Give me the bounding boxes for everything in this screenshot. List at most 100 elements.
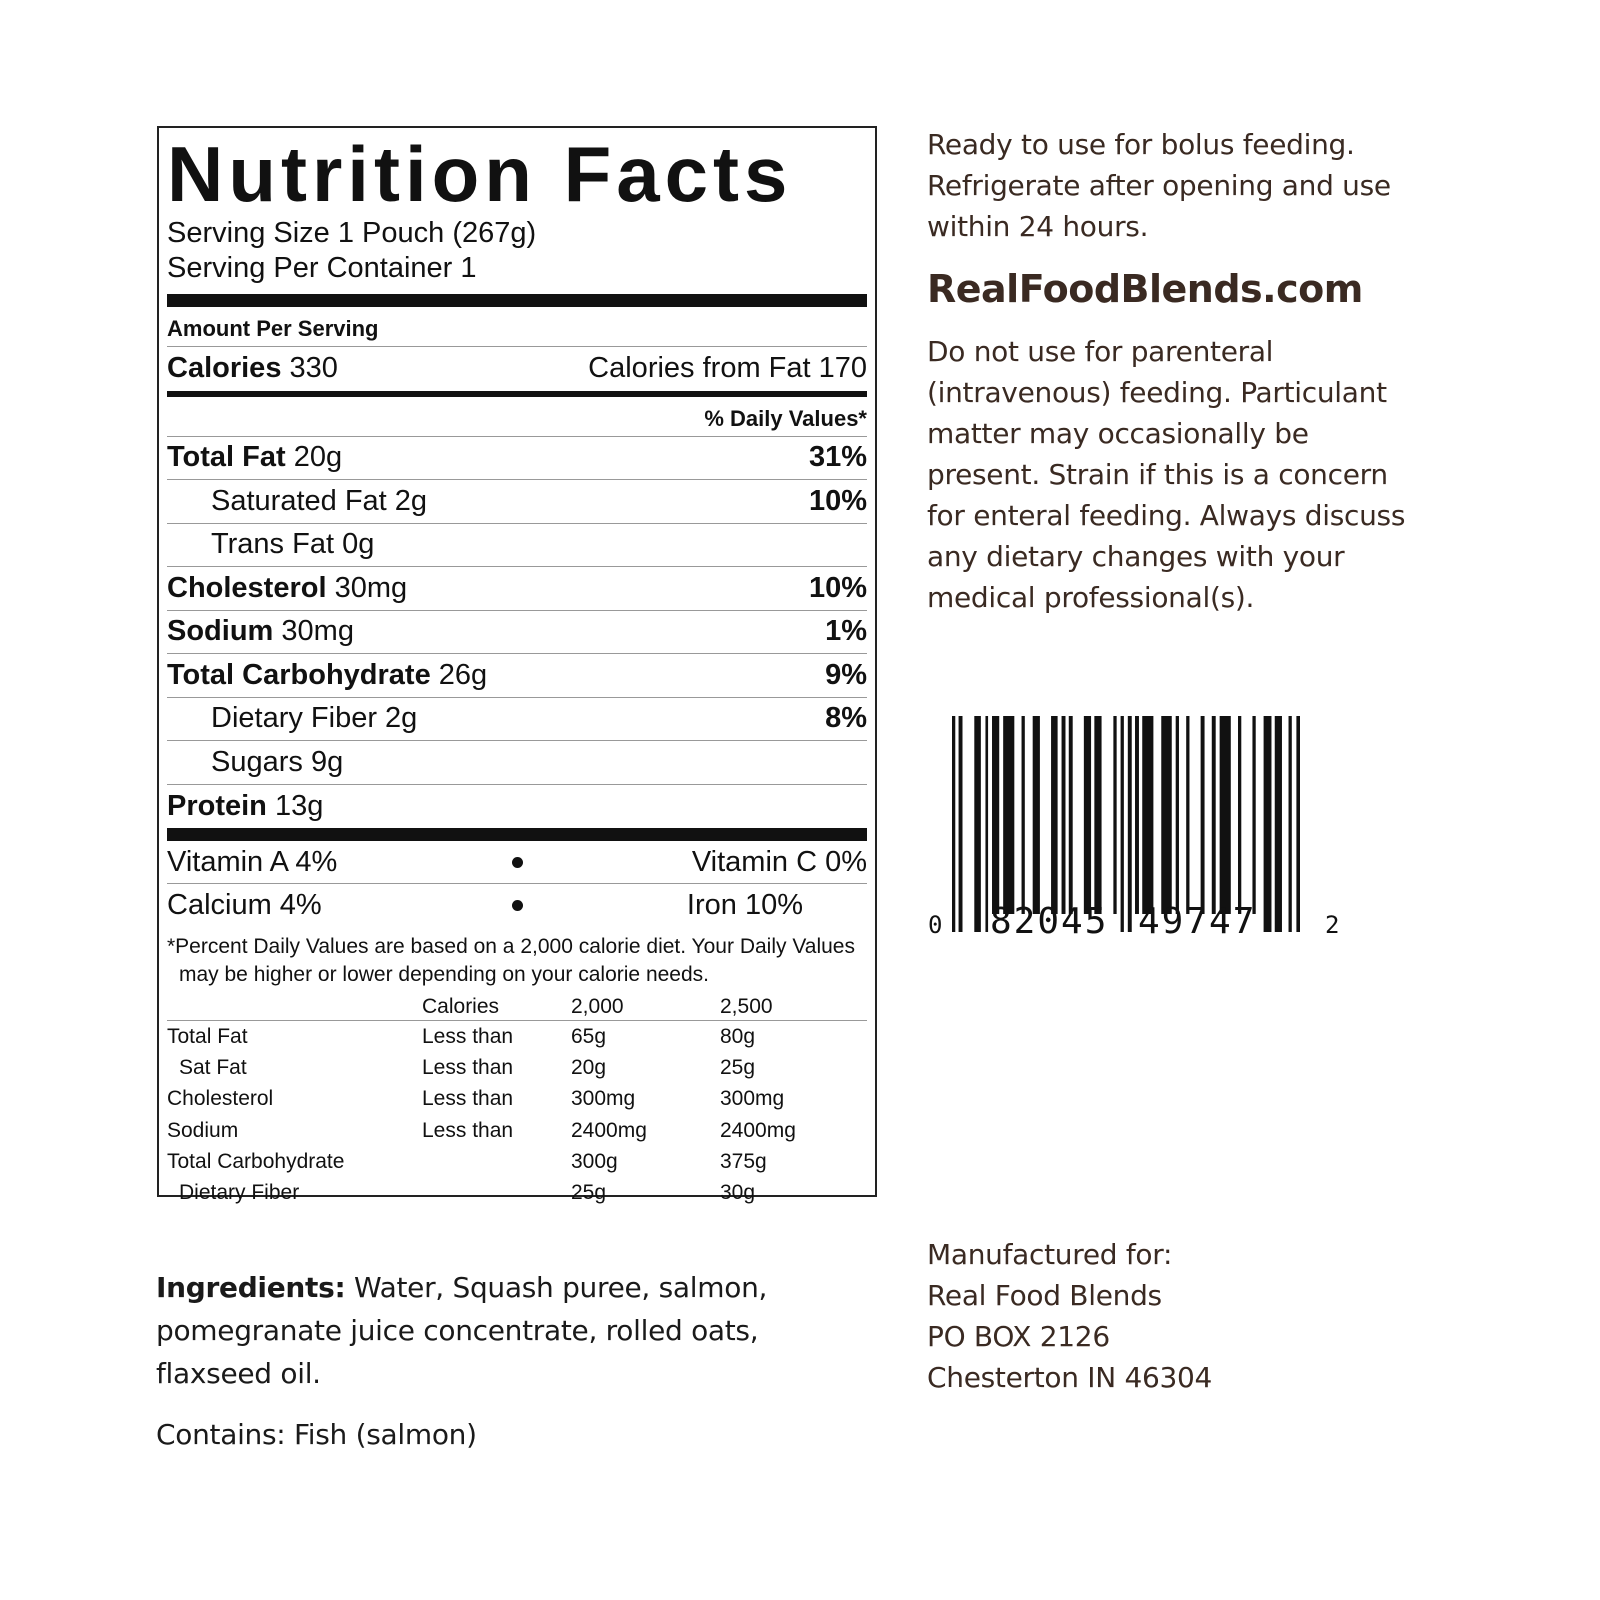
- vitamin-left: Vitamin A 4%: [167, 845, 338, 878]
- calories-label: Calories: [167, 352, 282, 385]
- barcode-bar: [1288, 716, 1292, 932]
- nutrient-amount: 13g: [274, 789, 324, 822]
- nutrient-name: Sugars 9g: [211, 745, 344, 778]
- reference-table: Calories 2,000 2,500 Total Fat Less than 65g 8…: [167, 993, 867, 1209]
- nutrient-daily-value: 10%: [808, 571, 867, 604]
- reference-cell: 25g: [571, 1181, 607, 1205]
- footnote: *Percent Daily Values are based on a 2,0…: [167, 933, 867, 989]
- manufacturer-line: Manufactured for:: [927, 1238, 1173, 1271]
- footnote-text: *Percent Daily Values are based on a 2,0…: [167, 935, 855, 986]
- barcode-bar: [1113, 716, 1117, 914]
- reference-cell: 2,500: [720, 994, 773, 1018]
- serving-size: Serving Size 1 Pouch (267g): [167, 217, 537, 249]
- nutrient-name: Total Fat: [167, 441, 286, 474]
- nutrient-row: Total Fat 20g 31%: [167, 437, 867, 480]
- barcode-digits: 82045: [990, 901, 1108, 942]
- reference-row: Dietary Fiber 25g 30g: [167, 1177, 867, 1208]
- nutrient-amount: 30mg: [334, 571, 408, 604]
- nutrient-row: Sugars 9g: [167, 741, 867, 785]
- vitamin-right: Vitamin C 0%: [691, 845, 867, 878]
- reference-cell: Dietary Fiber: [179, 1181, 300, 1205]
- nutrition-facts-label: Nutrition Facts Serving Size 1 Pouch (26…: [157, 126, 877, 1204]
- nutrient-amount: 20g: [293, 441, 343, 474]
- calories-from-fat: Calories from Fat 170: [588, 352, 867, 385]
- manufacturer-line: Real Food Blends: [927, 1279, 1162, 1312]
- reference-cell: Sodium: [167, 1118, 239, 1142]
- reference-cell: 300g: [571, 1149, 618, 1173]
- barcode-bar: [1175, 716, 1179, 914]
- reference-row: Total Fat Less than 65g 80g: [167, 1021, 867, 1052]
- nutrient-row: Protein 13g: [167, 785, 867, 829]
- reference-cell: 300mg: [720, 1087, 785, 1111]
- barcode-bar: [1211, 716, 1216, 914]
- reference-cell: 80g: [720, 1024, 756, 1048]
- manufacturer: Manufactured for: Real Food Blends PO BOX …: [927, 1234, 1212, 1398]
- barcode-bar: [1142, 716, 1154, 914]
- divider: [167, 294, 867, 307]
- reference-cell: Total Fat: [167, 1024, 248, 1048]
- barcode-bar: [1127, 716, 1132, 932]
- barcode-bar: [1296, 716, 1300, 932]
- nutrient-daily-value: 10%: [808, 484, 867, 517]
- nutrient-name: Sodium: [167, 615, 274, 648]
- ingredients-text: Water, Squash puree, salmon, pomegranate…: [156, 1271, 768, 1390]
- barcode-bar: [1094, 716, 1102, 914]
- reference-cell: 2400mg: [571, 1118, 647, 1142]
- reference-cell: 2,000: [571, 994, 624, 1018]
- reference-cell: 20g: [571, 1055, 607, 1079]
- divider: [167, 390, 867, 397]
- reference-cell: Cholesterol: [167, 1087, 274, 1111]
- barcode-bar: [1083, 716, 1092, 914]
- daily-values-header: % Daily Values*: [167, 397, 867, 437]
- barcode-bar: [1263, 716, 1272, 932]
- bullet-icon: [511, 856, 523, 868]
- barcode-bar: [1051, 716, 1058, 914]
- nutrient-daily-value: 31%: [808, 441, 867, 474]
- barcode-bar: [1120, 716, 1124, 932]
- reference-cell: 300mg: [571, 1087, 636, 1111]
- barcode: 0 82045 49747 2: [928, 716, 1339, 942]
- allergen-statement: Contains: Fish (salmon): [156, 1418, 477, 1451]
- reference-cell: Sat Fat: [179, 1055, 247, 1079]
- amount-per-serving: Amount Per Serving: [167, 307, 867, 347]
- vitamin-right: Iron 10%: [686, 889, 803, 921]
- barcode-digits: 2: [1325, 911, 1339, 939]
- reference-cell: 30g: [720, 1181, 756, 1205]
- reference-row: Cholesterol Less than 300mg 300mg: [167, 1084, 867, 1115]
- servings-per-container: Serving Per Container 1: [167, 252, 477, 284]
- nutrient-amount: 26g: [438, 658, 488, 691]
- nutrient-row: Trans Fat 0g: [167, 524, 867, 567]
- nutrient-amount: 30mg: [281, 615, 354, 648]
- manufacturer-line: PO BOX 2126: [927, 1320, 1110, 1353]
- nutrient-row: Cholesterol 30mg 10%: [167, 567, 867, 611]
- reference-cell: Less than: [422, 1087, 514, 1111]
- reference-cell: Total Carbohydrate: [167, 1149, 345, 1173]
- nutrient-daily-value: 8%: [825, 702, 867, 735]
- barcode-bar: [985, 716, 989, 932]
- label-title: Nutrition Facts: [167, 130, 793, 218]
- barcode-bar: [1032, 716, 1040, 914]
- reference-cell: 375g: [720, 1149, 767, 1173]
- nutrient-name: Protein: [167, 789, 267, 822]
- nutrient-name: Dietary Fiber 2g: [211, 702, 418, 735]
- ingredients: Ingredients: Water, Squash puree, salmon…: [156, 1266, 836, 1456]
- usage-text: Ready to use for bolus feeding. Refriger…: [927, 128, 1391, 243]
- ingredients-label: Ingredients:: [156, 1271, 346, 1304]
- reference-cell: Less than: [422, 1024, 514, 1048]
- vitamin-left: Calcium 4%: [167, 889, 322, 921]
- barcode-bar: [1252, 716, 1256, 914]
- reference-row: Sat Fat Less than 20g 25g: [167, 1052, 867, 1083]
- barcode-bar: [1238, 716, 1242, 914]
- barcode-bar: [1021, 716, 1025, 914]
- barcode-bar: [1135, 716, 1139, 914]
- barcode-digits: 0: [928, 911, 942, 939]
- barcode-bar: [974, 716, 981, 932]
- barcode-bar: [1061, 716, 1066, 914]
- nutrient-name: Cholesterol: [167, 571, 327, 604]
- barcode-bar: [952, 716, 956, 932]
- bullet-icon: [511, 900, 523, 911]
- reference-row: Total Carbohydrate 300g 375g: [167, 1146, 867, 1177]
- reference-row: Calories 2,000 2,500: [167, 993, 867, 1021]
- barcode-bar: [1003, 716, 1015, 914]
- nutrient-row: Sodium 30mg 1%: [167, 611, 867, 654]
